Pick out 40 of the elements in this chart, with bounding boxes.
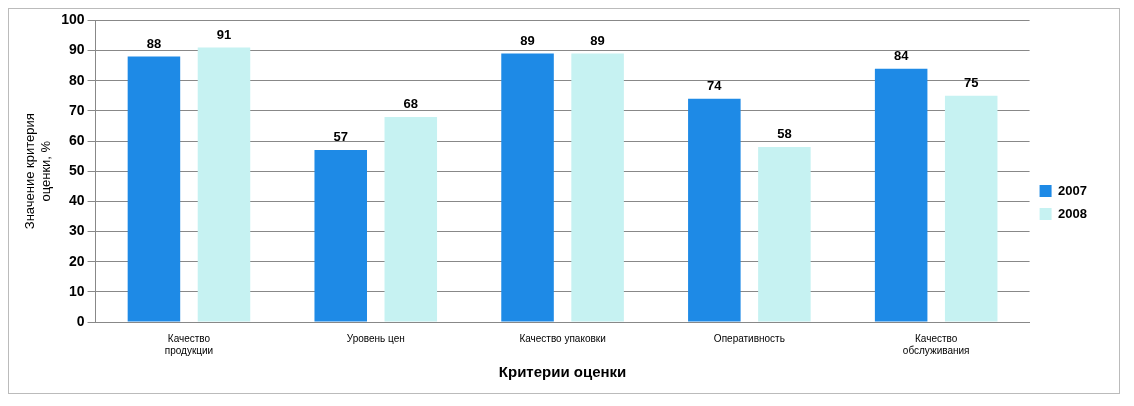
data-label: 57 bbox=[333, 129, 348, 145]
x-axis-title: Критерии оценки bbox=[498, 363, 627, 381]
y-tick-label: 50 bbox=[68, 162, 85, 179]
y-tick-label: 100 bbox=[61, 11, 85, 28]
legend-label: 2007 bbox=[1058, 182, 1087, 198]
data-label: 84 bbox=[893, 47, 910, 63]
y-tick-label: 40 bbox=[68, 192, 85, 209]
x-tick-label: Оперативность bbox=[713, 332, 785, 344]
bar bbox=[314, 150, 368, 322]
y-axis-title: Значение критерия оценки, % bbox=[22, 113, 53, 230]
x-tick-label: Уровень цен bbox=[346, 332, 405, 344]
data-label: 58 bbox=[777, 126, 792, 142]
y-tick-label: 80 bbox=[68, 71, 85, 88]
data-label: 74 bbox=[707, 77, 723, 93]
bar bbox=[688, 98, 741, 322]
y-tick-label: 90 bbox=[68, 41, 85, 58]
bar bbox=[384, 116, 438, 322]
data-label: 75 bbox=[963, 74, 979, 90]
x-tick-label: Качество обслуживания bbox=[902, 332, 970, 356]
legend-label: 2008 bbox=[1058, 205, 1087, 221]
bar bbox=[197, 47, 251, 322]
bar bbox=[758, 147, 811, 322]
data-label: 68 bbox=[403, 95, 419, 111]
data-label: 89 bbox=[520, 32, 535, 48]
y-tick-label: 60 bbox=[68, 131, 85, 148]
y-tick-label: 10 bbox=[68, 282, 85, 299]
bar bbox=[874, 68, 928, 322]
data-label: 91 bbox=[216, 26, 232, 42]
data-label: 88 bbox=[146, 35, 162, 51]
bar bbox=[571, 53, 624, 322]
y-tick-label: 30 bbox=[68, 222, 85, 239]
x-tick-label: Качество продукции bbox=[164, 332, 214, 356]
data-label: 89 bbox=[590, 32, 605, 48]
bar bbox=[127, 56, 181, 322]
y-tick-label: 20 bbox=[68, 252, 85, 269]
bar bbox=[944, 95, 998, 322]
bar bbox=[501, 53, 554, 322]
x-tick-label: Качество упаковки bbox=[519, 332, 606, 344]
y-tick-label: 70 bbox=[68, 101, 85, 118]
y-tick-label: 0 bbox=[76, 312, 85, 329]
